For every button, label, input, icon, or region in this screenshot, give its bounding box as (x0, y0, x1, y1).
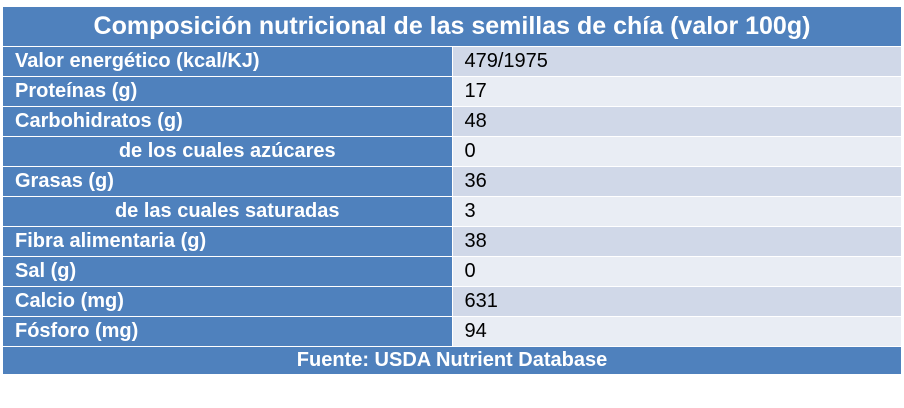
table-footer-row: Fuente: USDA Nutrient Database (2, 346, 902, 375)
table-sublabel-cell: de las cuales saturadas (2, 196, 453, 227)
table-value-cell: 479/1975 (451, 46, 902, 77)
table-source-note: Fuente: USDA Nutrient Database (2, 346, 902, 375)
table-title: Composición nutricional de las semillas … (2, 6, 902, 47)
table-row: Carbohidratos (g) 48 (2, 106, 902, 137)
table-label-cell: Fibra alimentaria (g) (2, 226, 453, 257)
table-sublabel-cell: de los cuales azúcares (2, 136, 453, 167)
table-title-row: Composición nutricional de las semillas … (2, 6, 902, 47)
table-label-cell: Fósforo (mg) (2, 316, 453, 347)
table-row: Grasas (g) 36 (2, 166, 902, 197)
table-row: de los cuales azúcares 0 (2, 136, 902, 167)
table-value-cell: 48 (451, 106, 902, 137)
table-label-cell: Valor energético (kcal/KJ) (2, 46, 453, 77)
table-value-cell: 3 (451, 196, 902, 227)
table-value-cell: 38 (451, 226, 902, 257)
table-value-cell: 17 (451, 76, 902, 107)
nutrition-table-container: Composición nutricional de las semillas … (2, 6, 902, 375)
table-value-cell: 36 (451, 166, 902, 197)
nutrition-table: Composición nutricional de las semillas … (2, 6, 902, 375)
table-label-cell: Calcio (mg) (2, 286, 453, 317)
table-value-cell: 631 (451, 286, 902, 317)
table-row: Valor energético (kcal/KJ) 479/1975 (2, 46, 902, 77)
table-label-cell: Grasas (g) (2, 166, 453, 197)
table-row: Fósforo (mg) 94 (2, 316, 902, 347)
table-value-cell: 94 (451, 316, 902, 347)
table-row: de las cuales saturadas 3 (2, 196, 902, 227)
table-value-cell: 0 (451, 256, 902, 287)
table-label-cell: Sal (g) (2, 256, 453, 287)
table-value-cell: 0 (451, 136, 902, 167)
table-row: Calcio (mg) 631 (2, 286, 902, 317)
table-label-cell: Carbohidratos (g) (2, 106, 453, 137)
table-row: Fibra alimentaria (g) 38 (2, 226, 902, 257)
table-row: Proteínas (g) 17 (2, 76, 902, 107)
table-row: Sal (g) 0 (2, 256, 902, 287)
table-label-cell: Proteínas (g) (2, 76, 453, 107)
